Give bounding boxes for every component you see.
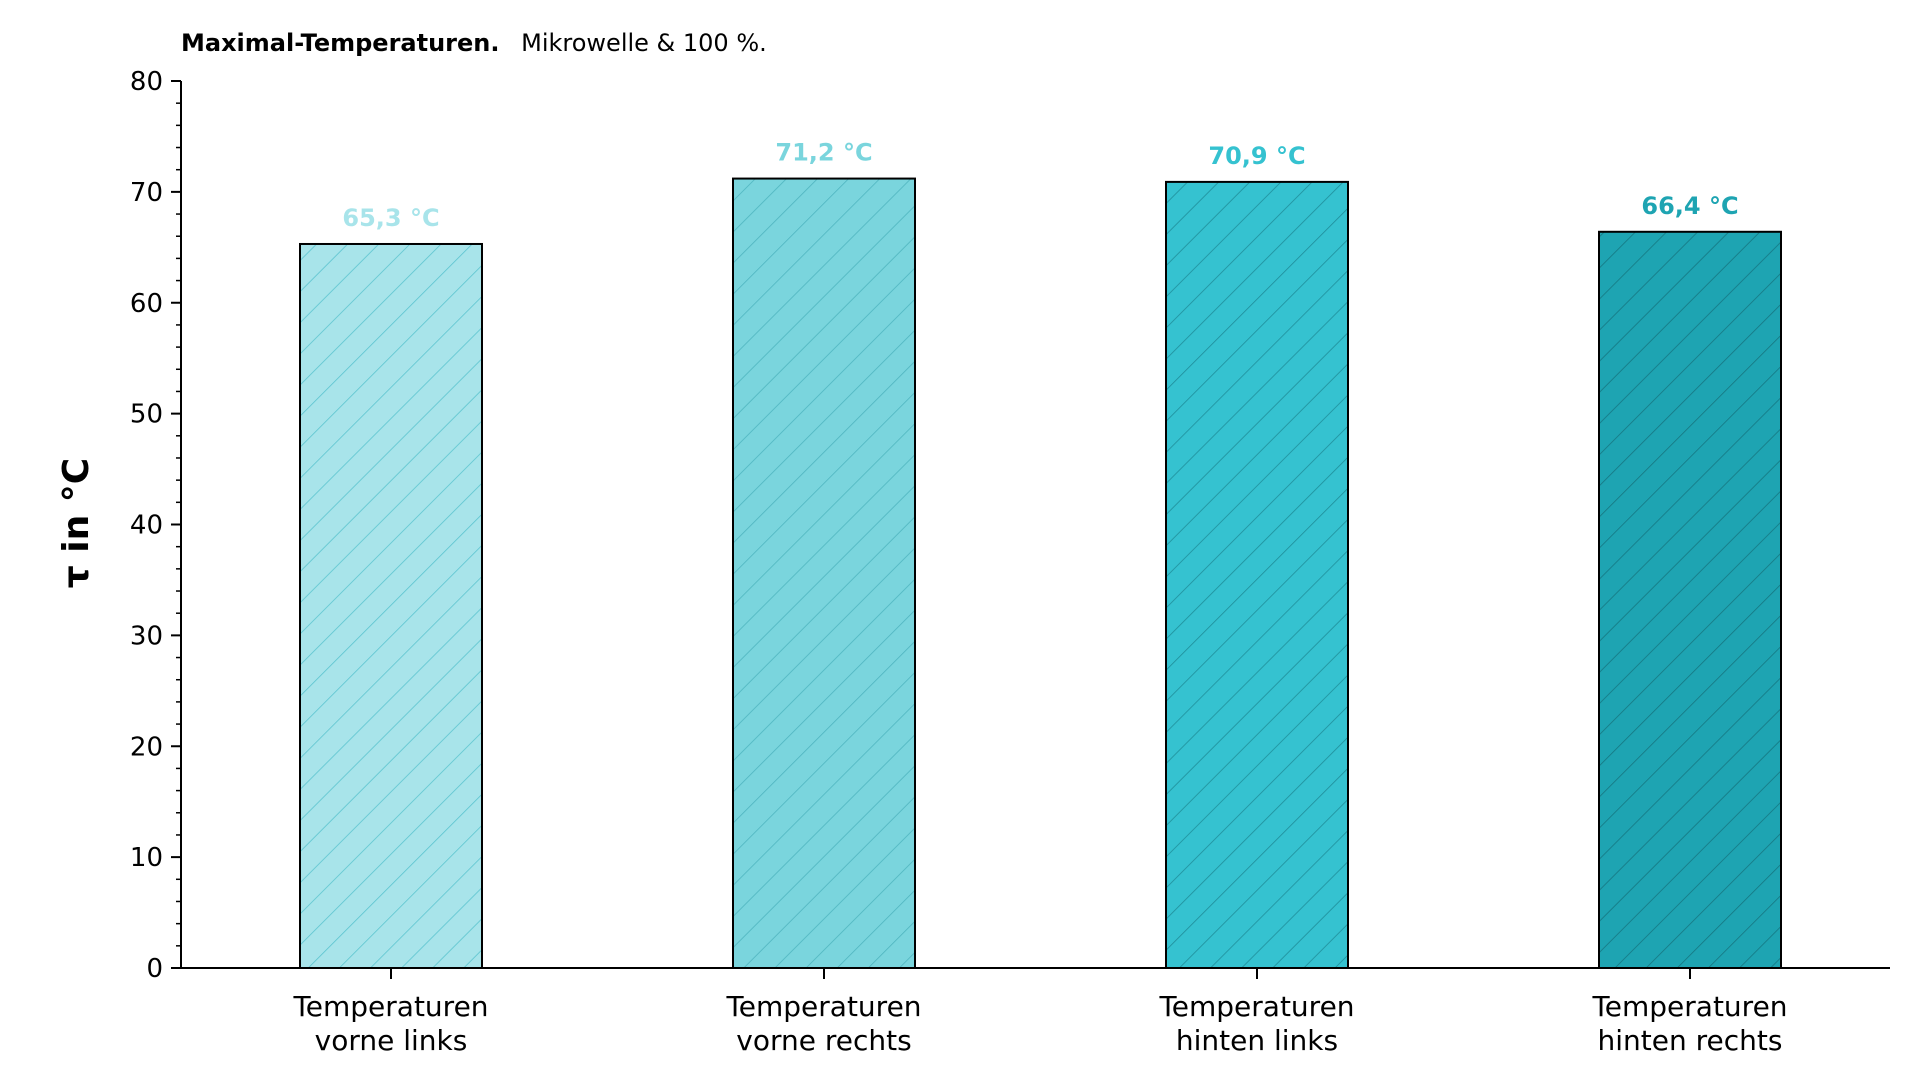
bar-1 <box>299 242 483 969</box>
y-tick-label: 40 <box>130 511 163 541</box>
bars-group: 65,3 °C 71,2 °C 70,9 °C 66,4 °C <box>299 139 1782 970</box>
data-label-1: 65,3 °C <box>342 204 439 232</box>
y-tick-label: 10 <box>130 843 163 873</box>
data-label-3: 70,9 °C <box>1208 142 1305 170</box>
data-label-2: 71,2 °C <box>775 139 872 167</box>
y-tick-label: 50 <box>130 400 163 430</box>
y-tick-label: 20 <box>130 732 163 762</box>
chart-title-bold: Maximal-Temperaturen. <box>181 29 499 57</box>
data-label-4: 66,4 °C <box>1641 192 1738 220</box>
bar-4 <box>1598 230 1782 970</box>
y-tick-label: 60 <box>130 289 163 319</box>
bar-2 <box>732 177 916 969</box>
chart-subtitle: Mikrowelle & 100 %. <box>521 29 767 57</box>
x-tick-label-4: Temperaturen hinten rechts <box>1591 990 1787 1057</box>
x-tick-label-1: Temperaturen vorne links <box>292 990 488 1057</box>
y-tick-label: 80 <box>130 67 163 97</box>
y-tick-label: 0 <box>146 954 163 984</box>
y-axis-label: τ in °C <box>56 458 97 588</box>
bar-3 <box>1165 180 1349 970</box>
axes-group: 0 10 20 30 40 50 60 70 80 Temperaturen vorne links… <box>130 67 1890 1057</box>
y-tick-label: 70 <box>130 178 163 208</box>
y-tick-label: 30 <box>130 621 163 651</box>
chart-title: Maximal-Temperaturen. Mikrowelle & 100 %… <box>181 29 767 57</box>
x-tick-label-2: Temperaturen vorne rechts <box>725 990 921 1057</box>
x-tick-label-3: Temperaturen hinten links <box>1158 990 1354 1057</box>
